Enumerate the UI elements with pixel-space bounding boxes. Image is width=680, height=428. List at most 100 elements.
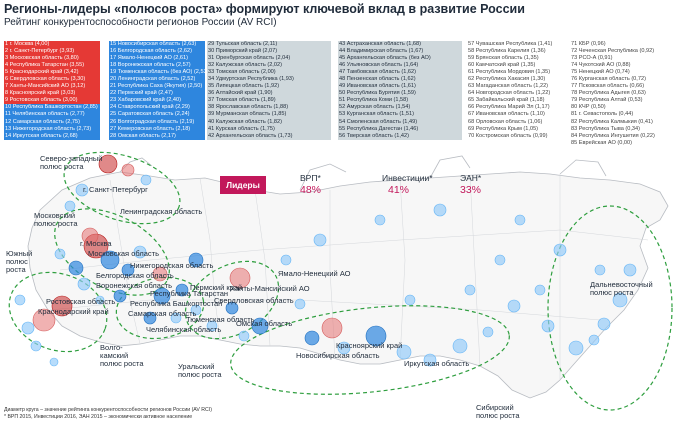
rating-item: 48 Пензенская область (1,62) bbox=[338, 76, 462, 84]
region-bubble bbox=[51, 295, 73, 317]
rating-item: 68 Орловская область (1,06) bbox=[467, 118, 567, 126]
rating-item: 61 Республика Мордовия (1,35) bbox=[467, 69, 567, 77]
rating-item: 7 Ханты-Мансийский АО (3,12) bbox=[4, 83, 100, 91]
region-bubble bbox=[49, 357, 59, 367]
rating-item: 8 Красноярский край (3,03) bbox=[4, 90, 100, 98]
pole-moscow-ellipse bbox=[54, 208, 170, 296]
rating-item: 9 Ростовская область (3,00) bbox=[4, 97, 100, 105]
rating-item: 83 Республика Тыва (0,34) bbox=[570, 125, 676, 133]
rating-item: 40 Калужская область (1,82) bbox=[207, 118, 331, 126]
rating-item: 54 Смоленская область (1,49) bbox=[338, 118, 462, 126]
region-bubble bbox=[153, 287, 171, 305]
rating-item: 47 Тамбовская область (1,62) bbox=[338, 69, 462, 77]
rating-item: 52 Амурская область (1,54) bbox=[338, 104, 462, 112]
region-bubble bbox=[98, 154, 118, 174]
rating-item: 18 Воронежская область (2,57) bbox=[109, 62, 205, 70]
pole-south-ellipse bbox=[8, 271, 108, 353]
pole-ural-ellipse bbox=[184, 260, 280, 340]
region-bubble bbox=[140, 174, 152, 186]
rating-item: 25 Саратовская область (2,24) bbox=[109, 111, 205, 119]
leaders-legend: Лидеры ВРП* 48% Инвестиции* 41% ЭАН* 33% bbox=[220, 172, 486, 200]
legend-metric-name-invest: Инвестиции* bbox=[382, 173, 433, 183]
region-bubble bbox=[507, 299, 521, 313]
legend-metric-name-grp: ВРП* bbox=[300, 173, 321, 183]
rating-item: 29 Тульская область (2,11) bbox=[207, 41, 331, 49]
map-label-moscow: г. Москва bbox=[80, 239, 112, 248]
region-bubble bbox=[553, 243, 567, 257]
rating-item: 12 Самарская область (2,75) bbox=[4, 118, 100, 126]
pole-label-volga: Волго-камский полюс роста bbox=[100, 343, 144, 368]
rating-item: 59 Брянская область (1,35) bbox=[467, 55, 567, 63]
footnote-diameter: Диаметр круга – значение рейтинга конкур… bbox=[4, 407, 212, 413]
region-bubble bbox=[95, 295, 105, 305]
rating-item: 38 Ярославская область (1,88) bbox=[207, 104, 331, 112]
region-bubble bbox=[68, 260, 84, 276]
rating-item: 60 Камчатский край (1,35) bbox=[467, 62, 567, 70]
rating-column-2: 15 Новосибирская область (2,63) 16 Белгор… bbox=[109, 41, 205, 154]
rating-item: 77 Псковская область (0,66) bbox=[570, 83, 676, 91]
rating-column-3: 29 Тульская область (2,11) 30 Приморский … bbox=[207, 41, 331, 154]
region-bubble bbox=[541, 319, 555, 333]
pole-label-siberia: Сибирский полюс роста bbox=[476, 403, 520, 420]
rating-item: 49 Ивановская область (1,61) bbox=[338, 83, 462, 91]
footnote-sources: * ВРП 2015, Инвестиции 2016, ЭАН 2015 – … bbox=[4, 414, 193, 420]
region-bubble bbox=[568, 340, 584, 356]
rating-item: 71 КБР (0,96) bbox=[570, 41, 676, 49]
growth-pole-ellipses bbox=[8, 151, 673, 411]
map-label-yanao: Ямало-Ненецкий АО bbox=[278, 269, 351, 278]
rating-item: 76 Курганская область (0,72) bbox=[570, 76, 676, 84]
rating-item: 85 Еврейская АО (0,00) bbox=[570, 139, 676, 147]
region-bubble bbox=[374, 214, 386, 226]
rating-item: 51 Республика Коми (1,58) bbox=[338, 97, 462, 105]
rating-item: 79 Республика Алтай (0,53) bbox=[570, 97, 676, 105]
rating-item: 81 г. Севастополь (0,44) bbox=[570, 111, 676, 119]
region-bubble bbox=[594, 264, 606, 276]
map-label-novosibirsk: Новосибирская область bbox=[296, 351, 380, 360]
map-label-krasnodar: Краснодарский край bbox=[38, 307, 109, 316]
rating-item: 56 Тверская область (1,42) bbox=[338, 132, 462, 140]
pole-label-moscow: Московский полюс роста bbox=[34, 211, 78, 228]
region-bubble bbox=[64, 200, 76, 212]
region-bubble bbox=[251, 317, 269, 335]
pole-label-ural: Уральский полюс роста bbox=[178, 362, 222, 379]
rating-item: 1 г. Москва (4,00) bbox=[4, 41, 100, 49]
map-label-bashkortostan: Республика Башкортостан bbox=[130, 299, 223, 308]
rating-item: 4 Республика Татарстан (3,55) bbox=[4, 62, 100, 70]
rating-item: 37 Томская область (1,89) bbox=[207, 97, 331, 105]
rating-item: 16 Белгородская область (2,62) bbox=[109, 48, 205, 56]
region-bubble bbox=[113, 289, 127, 303]
rating-item: 70 Костромская область (0,99) bbox=[467, 132, 567, 140]
region-bubble bbox=[321, 317, 343, 339]
rating-item: 53 Курганская область (1,51) bbox=[338, 111, 462, 119]
map-label-belgorod: Белгородская область bbox=[96, 271, 174, 280]
rating-item: 5 Краснодарский край (3,42) bbox=[4, 69, 100, 77]
map-label-omsk: Омская область bbox=[236, 319, 293, 328]
russia-map bbox=[8, 151, 673, 411]
rating-item: 6 Свердловская область (3,30) bbox=[4, 76, 100, 84]
region-bubble bbox=[54, 248, 66, 260]
leaders-badge: Лидеры bbox=[220, 176, 266, 194]
rating-item: 64 Новгородская область (1,22) bbox=[467, 90, 567, 98]
region-bubble bbox=[32, 308, 56, 332]
region-bubble bbox=[229, 267, 251, 289]
region-bubble bbox=[188, 252, 204, 268]
legend-metric-name-ean: ЭАН* bbox=[460, 173, 482, 183]
region-bubble bbox=[225, 301, 239, 315]
rating-item: 19 Тюменская область (без АО) (2,53) bbox=[109, 69, 205, 77]
rating-item: 58 Республика Карелия (1,36) bbox=[467, 48, 567, 56]
region-bubble bbox=[152, 266, 168, 282]
rating-column-4: 43 Астраханская область (1,68) 44 Владими… bbox=[338, 41, 462, 154]
map-label-samara: Самарская область bbox=[128, 309, 197, 318]
coastline-detail bbox=[119, 155, 607, 191]
rating-column-6: 71 КБР (0,96) 72 Чеченская Республика (0,… bbox=[570, 41, 676, 154]
pole-fareast-ellipse bbox=[547, 205, 673, 411]
rating-item: 78 Республика Адыгея (0,63) bbox=[570, 90, 676, 98]
map-label-rostov: Ростовская область bbox=[46, 297, 116, 306]
rating-item: 2 г. Санкт-Петербург (3,93) bbox=[4, 48, 100, 56]
page-title: Регионы-лидеры «полюсов роста» формируют… bbox=[4, 2, 525, 16]
rating-item: 33 Томская область (2,00) bbox=[207, 69, 331, 77]
rating-item: 34 Удмуртская Республика (1,93) bbox=[207, 76, 331, 84]
region-bubble bbox=[175, 283, 189, 297]
region-bubble bbox=[452, 338, 468, 354]
rating-item: 75 Ненецкий АО (0,74) bbox=[570, 69, 676, 77]
